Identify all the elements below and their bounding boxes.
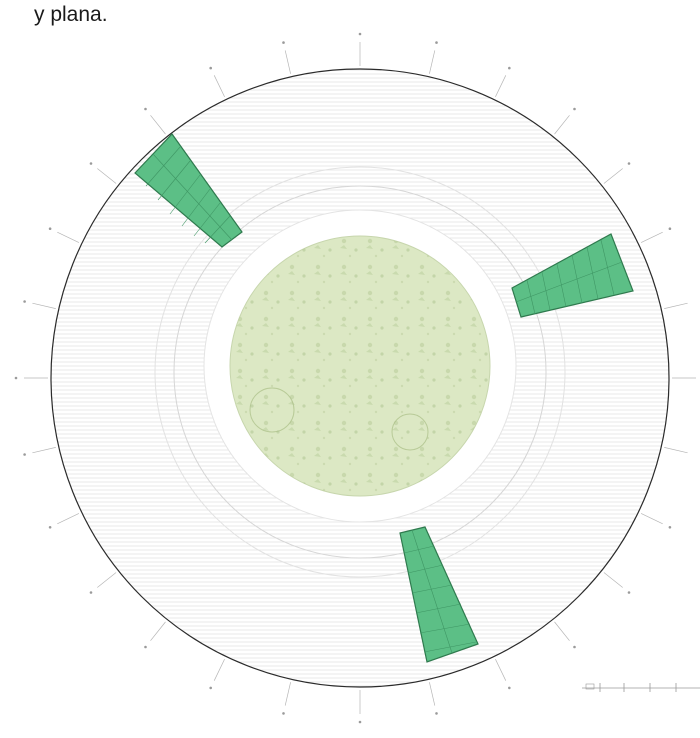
tick-marker <box>435 712 438 715</box>
tick-marker <box>14 376 18 380</box>
tick-marker <box>668 227 672 230</box>
radial-tick <box>429 682 436 706</box>
tick-marker <box>573 107 576 111</box>
tick-marker <box>508 686 511 690</box>
tick-marker <box>282 41 285 44</box>
inner-ring-outer <box>154 166 566 578</box>
tick-marker <box>358 32 362 36</box>
caption-text: y plana. <box>34 3 108 26</box>
green-panel-top-left <box>134 133 243 248</box>
radial-tick <box>495 658 507 681</box>
radial-tick <box>97 168 117 184</box>
radial-tick <box>32 447 56 454</box>
radial-tick <box>213 658 225 681</box>
radial-tick <box>603 168 623 184</box>
tick-marker <box>627 162 631 165</box>
radial-tick <box>429 50 436 74</box>
center-detail-circle <box>391 413 429 451</box>
radial-tick <box>57 513 80 525</box>
tick-marker <box>209 66 212 70</box>
radial-tick <box>554 621 570 641</box>
tick-marker <box>627 591 631 594</box>
tick-marker <box>435 41 438 44</box>
tick-marker <box>209 686 212 690</box>
tick-marker <box>508 66 511 70</box>
radial-tick <box>284 50 291 74</box>
radial-ticks <box>14 32 696 724</box>
tick-marker <box>23 453 26 456</box>
tick-marker <box>144 107 147 111</box>
inner-ring <box>173 185 547 559</box>
tick-marker <box>89 162 93 165</box>
radial-tick <box>664 302 688 309</box>
radial-tick <box>150 621 166 641</box>
radial-tick <box>213 75 225 98</box>
center-detail-circle <box>249 387 295 433</box>
radial-tick <box>640 513 663 525</box>
radial-tick <box>97 572 117 588</box>
tick-marker <box>358 720 362 724</box>
central-green-texture <box>230 236 490 496</box>
green-panel-bottom <box>399 526 479 663</box>
tick-marker <box>282 712 285 715</box>
radial-tick <box>495 75 507 98</box>
tick-marker <box>48 526 52 529</box>
tick-marker <box>573 645 576 649</box>
radial-tick <box>32 302 56 309</box>
radial-tick <box>554 115 570 135</box>
radial-tick <box>150 115 166 135</box>
green-panel-right <box>511 233 634 318</box>
radial-tick <box>603 572 623 588</box>
tick-marker <box>144 645 147 649</box>
tick-marker <box>48 227 52 230</box>
tick-marker <box>89 591 93 594</box>
tick-marker <box>23 300 26 303</box>
radial-tick <box>57 231 80 243</box>
radial-tick <box>640 231 663 243</box>
scale-bar <box>582 683 700 692</box>
radial-tick <box>284 682 291 706</box>
radial-tick <box>664 447 688 454</box>
tick-marker <box>668 526 672 529</box>
outer-circle <box>50 68 670 688</box>
